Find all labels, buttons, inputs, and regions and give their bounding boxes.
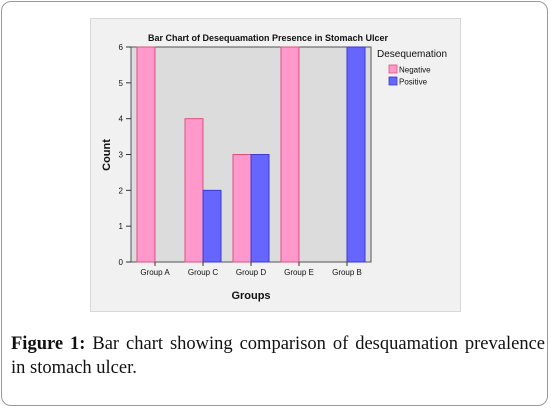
legend-swatch-positive — [388, 76, 398, 86]
y-tick-label: 5 — [119, 79, 124, 88]
x-axis-label: Groups — [231, 290, 270, 302]
x-tick-label: Group D — [236, 268, 266, 277]
bar-positive-group-c — [202, 189, 222, 263]
legend-swatch-negative — [388, 64, 398, 74]
y-tick-label: 4 — [119, 115, 124, 124]
x-tick-label: Group E — [284, 268, 314, 277]
chart-title: Bar Chart of Desequamation Presence in S… — [148, 33, 389, 43]
caption-text: Bar chart showing comparison of desquama… — [11, 334, 546, 378]
bar-negative-group-a — [136, 46, 156, 263]
figure-caption: Figure 1: Bar chart showing comparison o… — [11, 332, 545, 380]
x-tick-label: Group B — [332, 268, 362, 277]
x-tick-label: Group A — [140, 268, 170, 277]
bar-positive-group-d — [250, 154, 270, 263]
bar-positive-group-b — [346, 46, 366, 263]
y-tick-label: 1 — [119, 222, 124, 231]
legend-label-positive: Positive — [399, 78, 428, 87]
y-tick-label: 2 — [119, 186, 124, 195]
x-tick-label: Group C — [188, 268, 218, 277]
y-axis-label: Count — [101, 139, 113, 171]
figure-label: Figure 1: — [11, 334, 86, 354]
bar-negative-group-c — [184, 118, 204, 263]
bar-chart: Bar Chart of Desequamation Presence in S… — [101, 33, 447, 302]
bar-negative-group-e — [280, 46, 300, 263]
y-tick-label: 0 — [119, 258, 124, 267]
bar-negative-group-d — [232, 154, 252, 263]
y-tick-label: 3 — [119, 151, 124, 160]
legend-label-negative: Negative — [399, 66, 431, 75]
y-tick-label: 6 — [119, 43, 124, 52]
legend-title: Desequemation — [377, 49, 447, 60]
